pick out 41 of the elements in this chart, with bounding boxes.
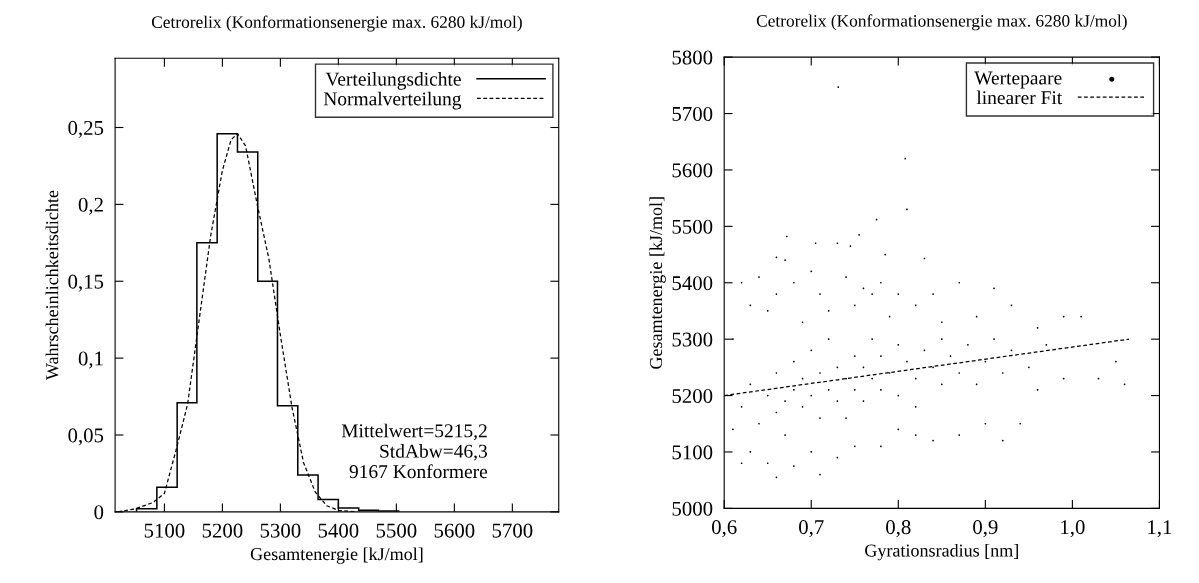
annotation: Mittelwert=5215,2 <box>341 423 487 441</box>
x-tick-label: 5700 <box>492 523 533 538</box>
y-axis-title: Gesamtenergie [kJ/mol] <box>649 197 666 369</box>
x-tick-label: 0,9 <box>973 520 998 538</box>
text: Wertepaare <box>974 71 1062 89</box>
annotation: 9167 Konformere <box>349 464 488 479</box>
y-tick-label: 0,15 <box>68 274 104 292</box>
x-tick-label: 0,7 <box>799 520 824 538</box>
chart-title: Cetrorelix (Konformationsenergie max. 6280 kJ/mol) <box>756 14 1127 31</box>
y-tick-label: 0 <box>94 505 104 520</box>
y-tick-label: 0,25 <box>68 120 104 138</box>
y-tick-label: 5400 <box>672 276 713 291</box>
y-tick-label: 5000 <box>672 501 713 516</box>
x-tick-label: 5300 <box>260 523 301 538</box>
y-tick-label: 0,05 <box>68 428 104 446</box>
x-tick-label: 5200 <box>202 523 243 538</box>
y-tick-label: 5700 <box>672 106 713 121</box>
x-tick-label: 0,8 <box>886 520 911 538</box>
x-tick-label: 0,6 <box>711 520 737 538</box>
y-tick-label: 5200 <box>672 388 713 403</box>
chart-title: Cetrorelix (Konformationsenergie max. 6280 kJ/mol) <box>151 15 522 32</box>
x-tick-label: 1,0 <box>1061 520 1085 538</box>
y-tick-label: 5600 <box>672 163 713 178</box>
x-tick-label: 5100 <box>144 523 185 538</box>
legend-label: Verteilungsdichte <box>325 72 461 90</box>
y-tick-label: 0,2 <box>78 197 103 215</box>
y-tick-label: 5100 <box>672 445 713 460</box>
x-tick-label: 1,1 <box>1148 520 1172 538</box>
y-tick-label: 5300 <box>672 332 713 347</box>
legend-label: linearer Fit <box>976 90 1063 105</box>
y-axis-title: Wahrscheinlichkeitsdichte <box>45 190 59 381</box>
x-axis-title: Gesamtenergie [kJ/mol] <box>250 547 423 564</box>
y-tick-label: 5500 <box>672 219 713 234</box>
x-tick-label: 5600 <box>434 523 475 538</box>
x-axis-title: Gyrationsradius [nm] <box>865 543 1018 561</box>
y-tick-label: 0,1 <box>78 351 103 369</box>
annotation: StdAbw=46,3 <box>380 444 487 461</box>
y-tick-label: 5800 <box>672 50 713 65</box>
x-tick-label: 5400 <box>318 523 359 538</box>
x-tick-label: 5500 <box>376 523 417 538</box>
legend-label: Normalverteilung <box>323 91 462 110</box>
